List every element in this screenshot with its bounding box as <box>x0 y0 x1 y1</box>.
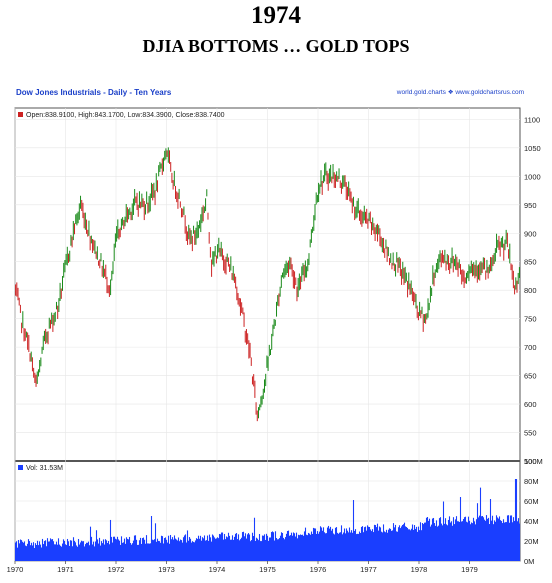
price-bars <box>15 147 520 422</box>
price-tick-label: 900 <box>524 229 537 238</box>
time-axis: 1970 1971 1972 1973 1974 1975 1976 1977 1978 1979 <box>7 561 478 574</box>
volume-bars <box>14 479 521 561</box>
volume-tick-label: 0M <box>524 557 534 566</box>
year-tick-label: 1974 <box>209 565 226 574</box>
price-axis: 1100 1050 1000 950 900 850 800 750 700 650 600 550 5… <box>524 115 541 466</box>
year-tick-label: 1976 <box>310 565 327 574</box>
year-tick-label: 1971 <box>57 565 74 574</box>
volume-tick-label: 20M <box>524 537 539 546</box>
chart-title: Dow Jones Industrials - Daily - Ten Year… <box>16 88 172 97</box>
price-tick-label: 550 <box>524 429 537 438</box>
price-legend: Open:838.9100, High:843.1700, Low:834.39… <box>26 112 225 119</box>
price-legend-swatch <box>18 112 23 117</box>
year-tick-label: 1972 <box>108 565 125 574</box>
page-title: 1974 <box>251 2 301 29</box>
price-tick-label: 500 <box>524 457 537 466</box>
volume-tick-label: 80M <box>524 477 539 486</box>
price-tick-label: 1100 <box>524 115 540 124</box>
price-tick-label: 650 <box>524 372 537 381</box>
volume-tick-label: 40M <box>524 517 539 526</box>
grid <box>14 108 520 562</box>
year-tick-label: 1975 <box>259 565 276 574</box>
price-tick-label: 800 <box>524 286 537 295</box>
year-tick-label: 1978 <box>411 565 428 574</box>
price-tick-label: 600 <box>524 400 537 409</box>
volume-axis: 100M 80M 60M 40M 20M 0M <box>524 457 543 566</box>
year-tick-label: 1979 <box>461 565 478 574</box>
price-tick-label: 950 <box>524 201 537 210</box>
volume-legend-swatch <box>18 465 23 470</box>
volume-tick-label: 100M <box>524 457 543 466</box>
price-tick-label: 750 <box>524 315 537 324</box>
price-tick-label: 850 <box>524 258 537 267</box>
price-tick-label: 1000 <box>524 172 541 181</box>
year-tick-label: 1973 <box>158 565 175 574</box>
year-tick-label: 1970 <box>7 565 24 574</box>
volume-legend: Vol: 31.53M <box>26 465 63 472</box>
year-tick-label: 1977 <box>360 565 377 574</box>
price-tick-label: 1050 <box>524 144 541 153</box>
price-tick-label: 700 <box>524 343 537 352</box>
volume-tick-label: 60M <box>524 497 539 506</box>
page-subtitle: DJIA BOTTOMS … GOLD TOPS <box>142 36 410 56</box>
chart-source: world.gold.charts ❖ www.goldchartsrus.co… <box>396 89 524 96</box>
